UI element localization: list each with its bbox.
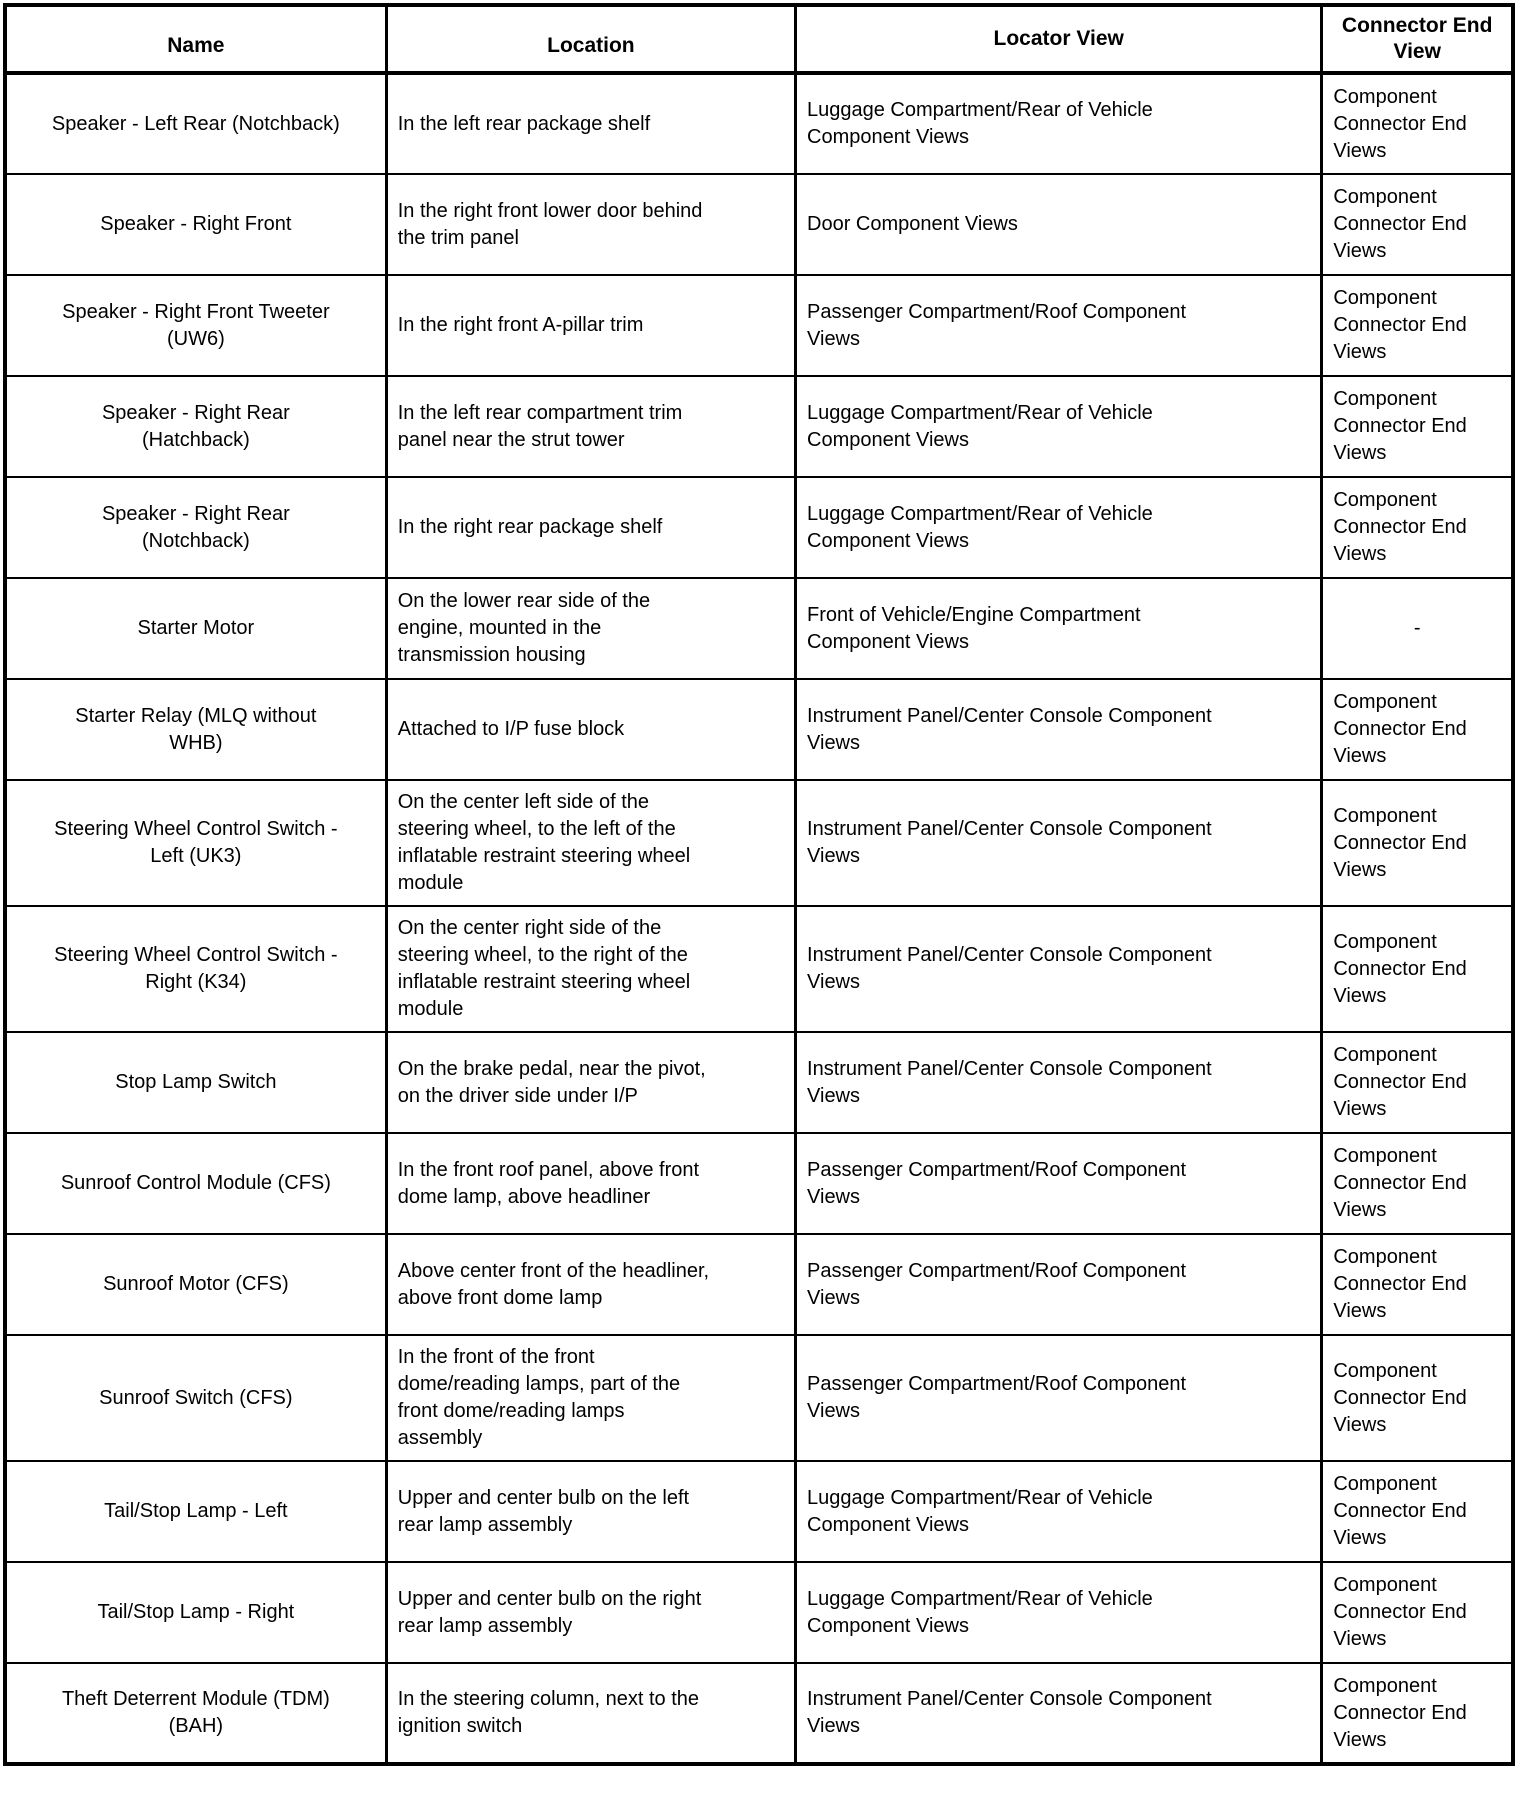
name-cell: Starter Relay (MLQ without WHB) (3, 678, 388, 781)
location-cell: Above center front of the headliner, abo… (384, 1233, 798, 1336)
table-row: Speaker - Right Front Tweeter (UW6) In th… (3, 274, 1515, 377)
connector-end-view-cell: Component Connector End Views (1320, 1334, 1515, 1462)
location-cell: In the steering column, next to the igni… (384, 1662, 798, 1765)
table-row: Sunroof Control Module (CFS) In the front… (3, 1132, 1515, 1235)
name-cell: Steering Wheel Control Switch - Right (K… (3, 905, 388, 1033)
location-cell: Upper and center bulb on the left rear l… (384, 1460, 798, 1563)
name-cell: Starter Motor (3, 577, 388, 680)
header-locator-view: Locator View (794, 4, 1324, 75)
locator-view-cell: Passenger Compartment/Roof Component Vie… (794, 1334, 1324, 1462)
name-cell: Sunroof Motor (CFS) (3, 1233, 388, 1336)
connector-end-view-cell: Component Connector End Views (1320, 375, 1515, 478)
table-row: Theft Deterrent Module (TDM) (BAH) In the… (3, 1662, 1515, 1765)
table-row: Tail/Stop Lamp - Right Upper and center b… (3, 1561, 1515, 1664)
name-cell: Speaker - Right Rear (Hatchback) (3, 375, 388, 478)
table-row: Speaker - Right Rear (Hatchback) In the l… (3, 375, 1515, 478)
table-body: Speaker - Left Rear (Notchback) In the le… (3, 72, 1515, 1765)
locator-view-cell: Luggage Compartment/Rear of Vehicle Comp… (794, 1561, 1324, 1664)
location-cell: On the center right side of the steering… (384, 905, 798, 1033)
table-row: Tail/Stop Lamp - Left Upper and center bu… (3, 1460, 1515, 1563)
location-cell: Attached to I/P fuse block (384, 678, 798, 781)
table-row: Speaker - Right Rear (Notchback) In the r… (3, 476, 1515, 579)
locator-view-cell: Door Component Views (794, 173, 1324, 276)
connector-end-view-cell: Component Connector End Views (1320, 1561, 1515, 1664)
name-cell: Steering Wheel Control Switch - Left (UK… (3, 779, 388, 907)
location-cell: In the right front A-pillar trim (384, 274, 798, 377)
connector-end-view-cell: Component Connector End Views (1320, 1031, 1515, 1134)
table-row: Speaker - Right Front In the right front … (3, 173, 1515, 276)
header-connector-end-view: Connector End View (1320, 4, 1515, 75)
table-header: Name Location Locator View Connector End… (3, 4, 1515, 75)
connector-end-view-cell: Component Connector End Views (1320, 274, 1515, 377)
connector-end-view-cell: Component Connector End Views (1320, 678, 1515, 781)
component-locator-table: Name Location Locator View Connector End… (3, 3, 1515, 1766)
connector-end-view-cell: Component Connector End Views (1320, 1233, 1515, 1336)
connector-end-view-cell: Component Connector End Views (1320, 905, 1515, 1033)
table-row: Sunroof Switch (CFS) In the front of the … (3, 1334, 1515, 1462)
location-cell: In the front of the front dome/reading l… (384, 1334, 798, 1462)
location-cell: In the left rear package shelf (384, 72, 798, 175)
header-name: Name (3, 4, 388, 75)
table-row: Speaker - Left Rear (Notchback) In the le… (3, 72, 1515, 175)
name-cell: Speaker - Left Rear (Notchback) (3, 72, 388, 175)
locator-view-cell: Luggage Compartment/Rear of Vehicle Comp… (794, 72, 1324, 175)
connector-end-view-cell: Component Connector End Views (1320, 72, 1515, 175)
locator-view-cell: Instrument Panel/Center Console Componen… (794, 779, 1324, 907)
header-location: Location (384, 4, 798, 75)
locator-view-cell: Passenger Compartment/Roof Component Vie… (794, 1132, 1324, 1235)
connector-end-view-cell: Component Connector End Views (1320, 1662, 1515, 1765)
name-cell: Theft Deterrent Module (TDM) (BAH) (3, 1662, 388, 1765)
locator-view-cell: Passenger Compartment/Roof Component Vie… (794, 274, 1324, 377)
connector-end-view-cell: Component Connector End Views (1320, 173, 1515, 276)
connector-end-view-cell: Component Connector End Views (1320, 1132, 1515, 1235)
locator-view-cell: Instrument Panel/Center Console Componen… (794, 905, 1324, 1033)
table-row: Starter Relay (MLQ without WHB) Attached … (3, 678, 1515, 781)
locator-view-cell: Luggage Compartment/Rear of Vehicle Comp… (794, 375, 1324, 478)
locator-view-cell: Luggage Compartment/Rear of Vehicle Comp… (794, 476, 1324, 579)
location-cell: In the left rear compartment trim panel … (384, 375, 798, 478)
table-header-row: Name Location Locator View Connector End… (3, 4, 1515, 75)
locator-view-cell: Instrument Panel/Center Console Componen… (794, 1031, 1324, 1134)
name-cell: Sunroof Switch (CFS) (3, 1334, 388, 1462)
locator-view-cell: Luggage Compartment/Rear of Vehicle Comp… (794, 1460, 1324, 1563)
locator-view-cell: Front of Vehicle/Engine Compartment Comp… (794, 577, 1324, 680)
connector-end-view-cell: Component Connector End Views (1320, 476, 1515, 579)
location-cell: In the front roof panel, above front dom… (384, 1132, 798, 1235)
name-cell: Speaker - Right Front (3, 173, 388, 276)
location-cell: On the lower rear side of the engine, mo… (384, 577, 798, 680)
location-cell: In the right rear package shelf (384, 476, 798, 579)
location-cell: Upper and center bulb on the right rear … (384, 1561, 798, 1664)
table-row: Steering Wheel Control Switch - Right (K… (3, 905, 1515, 1033)
table-row: Stop Lamp Switch On the brake pedal, near… (3, 1031, 1515, 1134)
name-cell: Tail/Stop Lamp - Right (3, 1561, 388, 1664)
name-cell: Sunroof Control Module (CFS) (3, 1132, 388, 1235)
name-cell: Stop Lamp Switch (3, 1031, 388, 1134)
name-cell: Speaker - Right Rear (Notchback) (3, 476, 388, 579)
locator-view-cell: Passenger Compartment/Roof Component Vie… (794, 1233, 1324, 1336)
locator-view-cell: Instrument Panel/Center Console Componen… (794, 1662, 1324, 1765)
table-row: Starter Motor On the lower rear side of t… (3, 577, 1515, 680)
connector-end-view-cell: Component Connector End Views (1320, 1460, 1515, 1563)
name-cell: Tail/Stop Lamp - Left (3, 1460, 388, 1563)
table-row: Steering Wheel Control Switch - Left (UK… (3, 779, 1515, 907)
name-cell: Speaker - Right Front Tweeter (UW6) (3, 274, 388, 377)
connector-end-view-cell: Component Connector End Views (1320, 779, 1515, 907)
locator-view-cell: Instrument Panel/Center Console Componen… (794, 678, 1324, 781)
location-cell: In the right front lower door behind the… (384, 173, 798, 276)
table-row: Sunroof Motor (CFS) Above center front of… (3, 1233, 1515, 1336)
location-cell: On the brake pedal, near the pivot, on t… (384, 1031, 798, 1134)
connector-end-view-cell: - (1320, 577, 1515, 680)
location-cell: On the center left side of the steering … (384, 779, 798, 907)
